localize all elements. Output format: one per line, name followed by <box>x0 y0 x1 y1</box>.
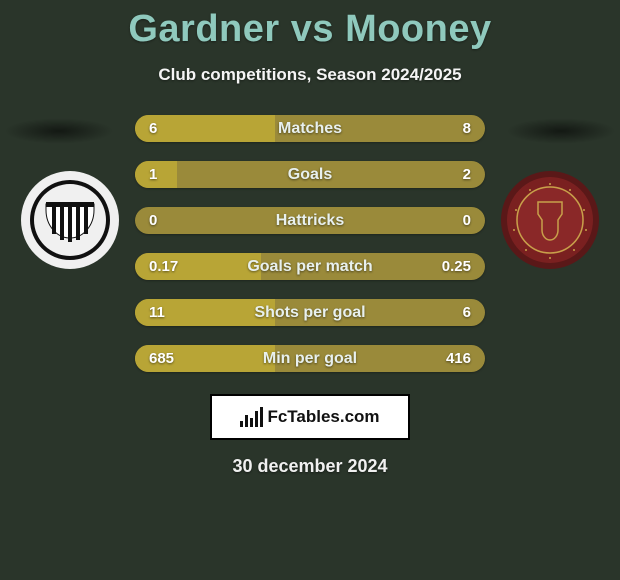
date-label: 30 december 2024 <box>0 456 620 477</box>
stat-right-value: 8 <box>463 120 485 137</box>
stat-right-value: 2 <box>463 166 485 183</box>
stat-right-value: 0 <box>463 212 485 229</box>
stat-right-value: 6 <box>463 304 485 321</box>
stats-container: 6 Matches 8 1 Goals 2 0 Hattricks 0 0.17… <box>135 115 485 372</box>
stat-row-hattricks: 0 Hattricks 0 <box>135 207 485 234</box>
stat-row-shots-per-goal: 11 Shots per goal 6 <box>135 299 485 326</box>
subtitle: Club competitions, Season 2024/2025 <box>0 65 620 85</box>
stat-label: Matches <box>135 120 485 138</box>
bars-icon <box>240 407 263 427</box>
footer-label: FcTables.com <box>267 407 379 427</box>
crest-left <box>20 170 120 270</box>
stat-row-min-per-goal: 685 Min per goal 416 <box>135 345 485 372</box>
footer-banner[interactable]: FcTables.com <box>210 394 410 440</box>
stat-row-matches: 6 Matches 8 <box>135 115 485 142</box>
stat-label: Shots per goal <box>135 304 485 322</box>
stat-row-goals-per-match: 0.17 Goals per match 0.25 <box>135 253 485 280</box>
stat-right-value: 0.25 <box>442 258 485 275</box>
page-title: Gardner vs Mooney <box>0 0 620 51</box>
stat-label: Min per goal <box>135 350 485 368</box>
crest-shadow-left <box>4 118 114 144</box>
stat-right-value: 416 <box>446 350 485 367</box>
stat-label: Goals per match <box>135 258 485 276</box>
stat-row-goals: 1 Goals 2 <box>135 161 485 188</box>
stat-label: Goals <box>135 166 485 184</box>
crest-shadow-right <box>506 118 616 144</box>
stat-label: Hattricks <box>135 212 485 230</box>
crest-right <box>500 170 600 270</box>
